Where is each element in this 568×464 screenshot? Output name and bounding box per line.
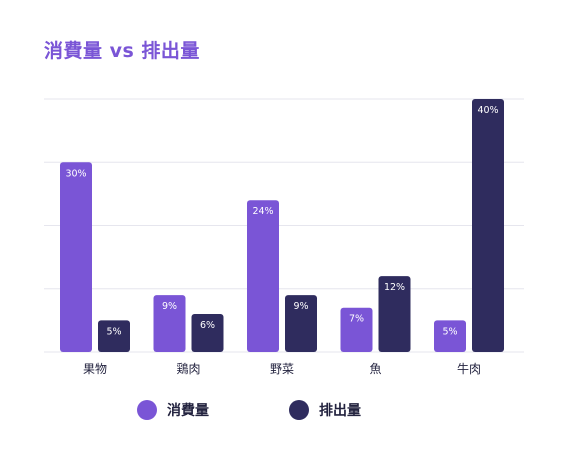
chart-legend: 消費量 排出量 [0, 400, 568, 426]
bar-emission[interactable] [98, 320, 130, 352]
data-label: 9% [293, 301, 308, 312]
bar-consumption[interactable] [153, 295, 186, 352]
bar-emission[interactable] [285, 295, 317, 352]
x-tick-label: 牛肉 [457, 361, 481, 376]
chart-title: 消費量 vs 排出量 [44, 40, 200, 62]
data-label: 40% [477, 105, 498, 116]
bar-chart: 30% 5% 果物 9% 6% 鶏肉 24% 9% 野菜 7% 12% 魚 5% 40% 牛肉 [44, 98, 524, 376]
data-label: 24% [252, 206, 273, 217]
legend-label-emission: 排出量 [319, 403, 361, 419]
data-label: 12% [384, 282, 405, 293]
bar-emission[interactable] [472, 99, 504, 352]
bar-consumption[interactable] [434, 320, 466, 352]
legend-swatch-emission [289, 400, 309, 420]
legend-swatch-consumption [137, 400, 157, 420]
bar-consumption[interactable] [247, 200, 279, 352]
data-label: 9% [162, 301, 177, 312]
legend-label-consumption: 消費量 [167, 403, 209, 419]
bar-consumption[interactable] [340, 307, 373, 352]
data-label: 30% [65, 168, 86, 179]
legend-item-emission[interactable]: 排出量 [289, 400, 361, 420]
x-tick-label: 果物 [83, 362, 107, 376]
data-label: 5% [442, 326, 457, 337]
x-tick-label: 魚 [369, 362, 381, 376]
data-label: 5% [106, 326, 121, 337]
data-label: 7% [349, 314, 364, 325]
x-tick-label: 野菜 [270, 362, 294, 376]
legend-item-consumption[interactable]: 消費量 [137, 400, 209, 420]
bar-consumption[interactable] [60, 162, 92, 352]
x-tick-label: 鶏肉 [176, 362, 200, 376]
bar-emission[interactable] [378, 276, 411, 352]
bar-emission[interactable] [191, 314, 224, 352]
data-label: 6% [200, 320, 215, 331]
